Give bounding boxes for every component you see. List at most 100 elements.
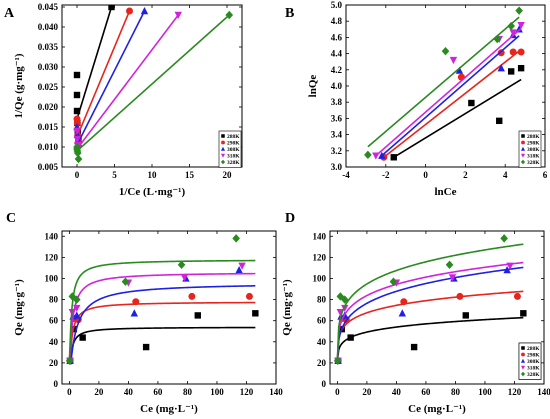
legend-marker — [520, 371, 526, 377]
chart-panel-c: C 0 20 40 60 80 100 120 140 0 20 40 60 80 100 120 140 Ce … — [6, 211, 542, 415]
fit-curve — [336, 316, 524, 361]
x-tick-label: 60 — [421, 387, 431, 397]
y-tick-label: 60 — [317, 316, 327, 326]
data-point — [455, 66, 464, 74]
y-tick-label: 120 — [45, 252, 59, 262]
fit-curve — [68, 259, 256, 361]
data-point — [333, 356, 342, 365]
data-point — [449, 56, 458, 65]
legend-marker — [221, 140, 225, 145]
fit-line — [76, 14, 230, 152]
series-288k — [66, 310, 259, 364]
legend-marker — [520, 153, 526, 158]
plot-frame — [61, 4, 243, 168]
x-tick-label: 100 — [478, 387, 492, 397]
legend-marker — [220, 159, 226, 165]
legend-marker — [520, 365, 526, 370]
fit-line — [76, 10, 146, 146]
y-tick-label: 3.4 — [331, 130, 343, 140]
x-tick-label: 40 — [392, 387, 402, 397]
data-point — [468, 99, 475, 107]
y-tick-label: 3.8 — [331, 97, 343, 107]
legend-label: 288K — [527, 134, 540, 140]
series-328k — [364, 6, 523, 160]
panel-label: D — [285, 211, 295, 226]
y-tick-label: 3.2 — [331, 146, 343, 156]
legend-marker — [520, 159, 526, 165]
y-axis-label: 1/Qe (g·mg⁻¹) — [13, 53, 25, 118]
data-point — [74, 154, 83, 164]
y-tick-label: 20 — [49, 358, 59, 368]
data-point — [108, 5, 115, 11]
x-tick-label: 4 — [503, 170, 508, 180]
series-288k — [390, 64, 525, 161]
legend-box — [518, 130, 542, 168]
data-point — [194, 312, 201, 319]
legend-label: 328K — [227, 160, 240, 166]
legend-box — [518, 342, 542, 380]
x-tick-label: 100 — [210, 387, 224, 397]
data-point — [496, 117, 503, 125]
data-point — [509, 29, 517, 37]
data-point — [462, 312, 469, 319]
data-point — [73, 311, 81, 319]
y-tick-label: 80 — [49, 295, 59, 305]
y-tick-label: 4.8 — [331, 16, 343, 26]
data-point — [232, 234, 240, 243]
legend-marker — [521, 346, 525, 350]
data-point — [390, 154, 397, 161]
legend-label: 288K — [527, 346, 540, 352]
x-tick-label: 15 — [185, 170, 195, 180]
data-point — [225, 10, 234, 20]
data-point — [140, 7, 149, 15]
x-tick-label: 10 — [148, 170, 158, 180]
x-axis-label: lnCe — [435, 186, 457, 198]
legend-box — [218, 130, 242, 168]
data-point — [448, 274, 457, 282]
data-point — [73, 135, 82, 143]
series-288k — [334, 310, 527, 364]
data-point — [378, 151, 386, 159]
x-axis-label: Ce (mg·L⁻¹) — [140, 403, 198, 415]
x-tick-label: 2 — [463, 170, 468, 180]
legend-label: 318K — [527, 366, 540, 372]
legend-label: 328K — [527, 372, 540, 378]
fit-line — [76, 6, 113, 120]
data-point — [509, 48, 517, 56]
data-point — [126, 7, 133, 15]
data-point — [245, 292, 253, 300]
y-tick-label: 3.0 — [331, 162, 343, 172]
x-tick-label: 60 — [153, 387, 163, 397]
plot-frame — [329, 230, 545, 385]
fit-line — [381, 35, 520, 157]
data-point — [188, 292, 196, 300]
data-point — [410, 343, 418, 351]
data-point — [497, 64, 505, 72]
x-tick-label: 80 — [451, 387, 461, 397]
data-point — [515, 6, 523, 15]
fit-line — [76, 10, 131, 138]
series-308k — [73, 7, 149, 147]
x-tick-label: 120 — [508, 387, 522, 397]
data-point — [235, 266, 243, 274]
legend-marker — [520, 146, 526, 151]
data-point — [72, 295, 81, 304]
data-point — [73, 119, 81, 127]
data-point — [517, 22, 525, 30]
data-point — [73, 71, 81, 79]
y-tick-label: 0.015 — [38, 122, 59, 132]
x-tick-label: 40 — [124, 387, 134, 397]
data-point — [180, 274, 189, 282]
series-298k — [73, 7, 133, 143]
data-point — [73, 107, 81, 115]
plot-frame — [61, 230, 277, 385]
y-tick-label: 0.040 — [38, 22, 59, 32]
chart-panel-d: D 0 20 40 60 80 100 120 140 0 20 40 60 80 100 120 140 Ce … — [281, 211, 550, 415]
y-tick-label: 80 — [317, 295, 327, 305]
legend-label: 308K — [527, 147, 540, 153]
data-point — [73, 127, 81, 135]
y-tick-label: 0.010 — [38, 142, 59, 152]
data-point — [73, 304, 81, 313]
legend-label: 298K — [227, 141, 240, 147]
data-point — [132, 298, 140, 306]
